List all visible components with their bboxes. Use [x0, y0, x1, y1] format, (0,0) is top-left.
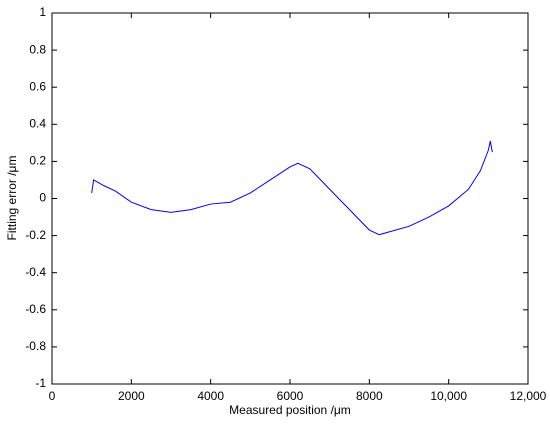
y-tick-label: 0.2: [29, 154, 46, 168]
x-tick-label: 4000: [197, 389, 224, 403]
plot-frame: [51, 12, 529, 385]
x-tick-label: 10,000: [430, 389, 467, 403]
x-axis-label: Measured position /μm: [229, 403, 351, 417]
x-tick-label: 8000: [356, 389, 383, 403]
x-tick-label: 0: [49, 389, 56, 403]
x-tick-label: 2000: [118, 389, 145, 403]
y-tick-label: 0.4: [29, 116, 46, 130]
y-tick-label: -0.2: [25, 228, 46, 242]
y-tick-label: 0.6: [29, 79, 46, 93]
x-tick-label: 6000: [277, 389, 304, 403]
y-axis-label: Fitting error /μm: [5, 156, 19, 241]
y-tick-label: -0.6: [25, 302, 46, 316]
y-tick-label: 0.8: [29, 42, 46, 56]
data-line: [91, 140, 493, 236]
y-tick-label: -0.4: [25, 265, 46, 279]
y-tick-label: 0: [39, 191, 46, 205]
y-tick-label: 1: [39, 5, 46, 19]
y-tick-label: -0.8: [25, 339, 46, 353]
y-tick-label: -1: [35, 376, 46, 390]
x-tick-label: 12,000: [510, 389, 547, 403]
